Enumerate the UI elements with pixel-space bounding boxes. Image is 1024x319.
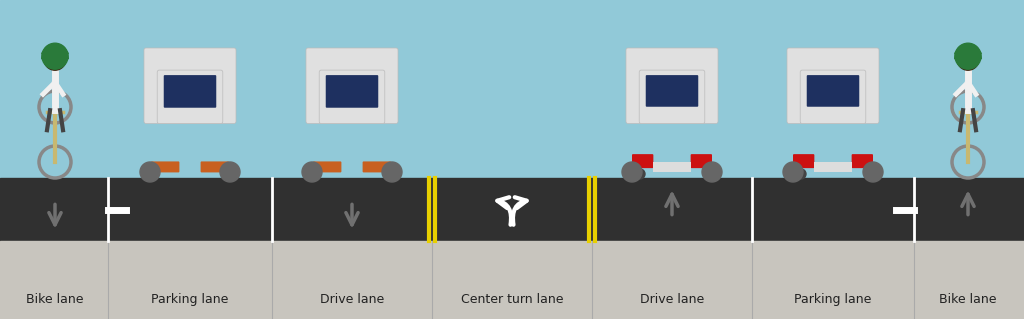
Circle shape xyxy=(635,169,645,179)
Circle shape xyxy=(44,48,66,70)
Wedge shape xyxy=(954,44,982,59)
Text: Center turn lane: Center turn lane xyxy=(461,293,563,306)
FancyBboxPatch shape xyxy=(306,48,398,123)
FancyBboxPatch shape xyxy=(326,75,378,108)
Text: Drive lane: Drive lane xyxy=(319,293,384,306)
Circle shape xyxy=(702,162,722,182)
FancyBboxPatch shape xyxy=(151,161,179,173)
FancyBboxPatch shape xyxy=(639,70,705,123)
Text: Bike lane: Bike lane xyxy=(939,293,996,306)
FancyBboxPatch shape xyxy=(653,162,691,173)
Text: Parking lane: Parking lane xyxy=(152,293,228,306)
Circle shape xyxy=(957,48,979,70)
Circle shape xyxy=(796,169,806,179)
Text: Drive lane: Drive lane xyxy=(640,293,705,306)
Circle shape xyxy=(220,162,240,182)
FancyBboxPatch shape xyxy=(814,162,852,173)
FancyBboxPatch shape xyxy=(362,161,391,173)
Wedge shape xyxy=(41,45,69,59)
FancyBboxPatch shape xyxy=(164,75,216,108)
Circle shape xyxy=(622,162,642,182)
FancyBboxPatch shape xyxy=(158,70,223,123)
Bar xyxy=(0,178,1024,241)
FancyBboxPatch shape xyxy=(313,161,341,173)
Text: Parking lane: Parking lane xyxy=(795,293,871,306)
FancyBboxPatch shape xyxy=(787,48,879,123)
Bar xyxy=(0,0,1024,178)
Circle shape xyxy=(140,162,160,182)
Circle shape xyxy=(302,162,322,182)
Circle shape xyxy=(42,43,68,69)
Circle shape xyxy=(382,162,402,182)
Wedge shape xyxy=(41,44,69,59)
Circle shape xyxy=(955,43,981,69)
FancyBboxPatch shape xyxy=(632,154,653,168)
FancyBboxPatch shape xyxy=(807,75,859,107)
FancyBboxPatch shape xyxy=(201,161,229,173)
FancyBboxPatch shape xyxy=(144,48,236,123)
FancyBboxPatch shape xyxy=(626,48,718,123)
FancyBboxPatch shape xyxy=(690,154,712,168)
Bar xyxy=(0,241,1024,319)
Text: Bike lane: Bike lane xyxy=(27,293,84,306)
Wedge shape xyxy=(954,45,982,59)
FancyBboxPatch shape xyxy=(852,154,873,168)
Circle shape xyxy=(783,162,803,182)
FancyBboxPatch shape xyxy=(793,154,814,168)
FancyBboxPatch shape xyxy=(800,70,866,123)
Circle shape xyxy=(863,162,883,182)
FancyBboxPatch shape xyxy=(319,70,385,123)
FancyBboxPatch shape xyxy=(646,75,698,107)
